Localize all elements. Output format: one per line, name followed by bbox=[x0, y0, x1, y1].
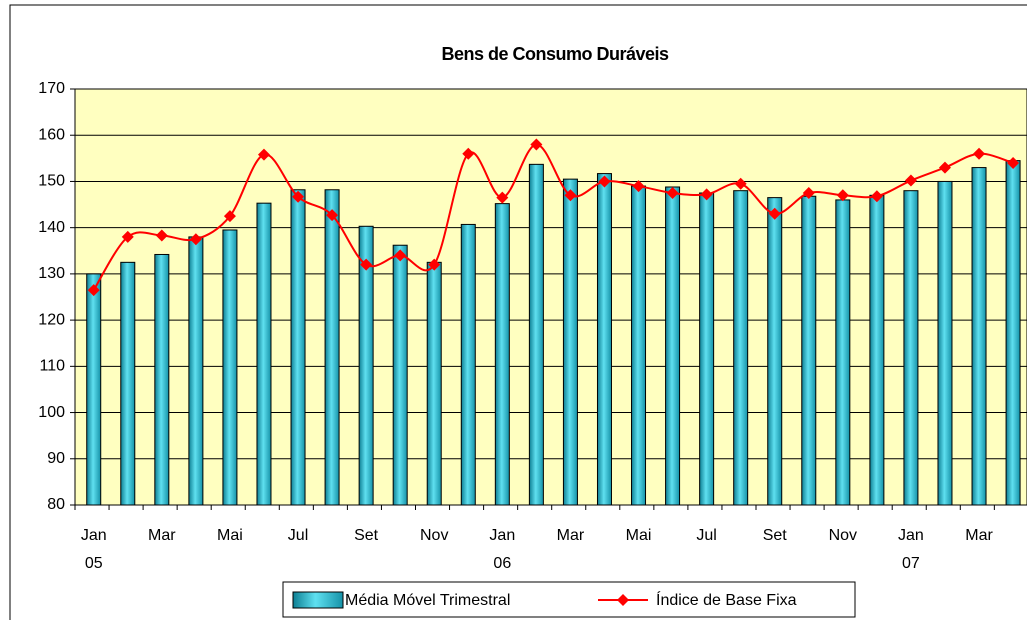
line-marker bbox=[768, 207, 781, 220]
y-tick-label: 140 bbox=[38, 219, 65, 236]
line-marker bbox=[870, 190, 883, 203]
bar bbox=[528, 163, 544, 506]
x-tick-label: Mar bbox=[557, 527, 585, 544]
x-tick-label: Mar bbox=[148, 527, 176, 544]
bar bbox=[835, 199, 851, 506]
x-year-label: 05 bbox=[85, 555, 103, 572]
line-marker bbox=[360, 258, 373, 271]
x-tick-label: Jul bbox=[696, 527, 716, 544]
line-marker bbox=[394, 249, 407, 262]
bar bbox=[869, 194, 885, 506]
legend-label: Índice de Base Fixa bbox=[656, 590, 797, 609]
line-marker bbox=[938, 161, 951, 174]
line-marker bbox=[189, 233, 202, 246]
line-marker bbox=[700, 188, 713, 201]
x-tick-label: Jan bbox=[81, 527, 107, 544]
y-tick-label: 100 bbox=[38, 404, 65, 421]
line-marker bbox=[802, 187, 815, 199]
bar bbox=[937, 180, 953, 506]
line-marker bbox=[632, 180, 645, 193]
line-marker bbox=[598, 175, 611, 188]
line-marker bbox=[496, 191, 509, 204]
line-marker bbox=[530, 138, 543, 151]
bar bbox=[460, 223, 476, 506]
y-tick-label: 80 bbox=[47, 496, 65, 513]
line-marker bbox=[257, 148, 270, 161]
line-marker bbox=[428, 258, 441, 271]
line-marker bbox=[326, 209, 339, 222]
chart-title: Bens de Consumo Duráveis bbox=[441, 44, 669, 64]
line-marker bbox=[155, 229, 168, 242]
line-marker bbox=[973, 147, 986, 160]
legend-marker bbox=[617, 594, 629, 606]
bar bbox=[1005, 160, 1021, 506]
line-marker bbox=[734, 177, 747, 190]
x-tick-label: Set bbox=[763, 527, 788, 544]
bar bbox=[699, 192, 715, 506]
line-marker bbox=[223, 210, 236, 223]
bar bbox=[971, 167, 987, 506]
bar bbox=[665, 186, 681, 506]
line-marker bbox=[836, 189, 849, 202]
bar bbox=[494, 203, 510, 506]
y-tick-label: 150 bbox=[38, 173, 65, 190]
y-tick-label: 110 bbox=[39, 358, 65, 375]
bar bbox=[188, 236, 204, 506]
bar bbox=[392, 244, 408, 506]
y-tick-label: 130 bbox=[38, 265, 65, 282]
bar bbox=[324, 189, 340, 506]
x-tick-label: Mai bbox=[217, 527, 243, 544]
legend-swatch bbox=[292, 591, 344, 609]
x-tick-label: Mai bbox=[626, 527, 652, 544]
line-marker bbox=[292, 190, 305, 203]
bar bbox=[801, 195, 817, 506]
legend-label: Média Móvel Trimestral bbox=[345, 592, 510, 609]
bar bbox=[631, 185, 647, 506]
y-tick-label: 160 bbox=[38, 126, 65, 143]
bar bbox=[120, 261, 136, 506]
bar bbox=[290, 189, 306, 506]
line-marker bbox=[462, 147, 475, 160]
bar bbox=[596, 173, 612, 506]
line-marker bbox=[564, 189, 577, 202]
bar bbox=[562, 178, 578, 506]
x-tick-label: Jan bbox=[898, 527, 924, 544]
x-tick-label: Jul bbox=[288, 527, 308, 544]
x-tick-label: Nov bbox=[420, 527, 448, 544]
x-year-label: 07 bbox=[902, 555, 920, 572]
y-tick-label: 120 bbox=[38, 311, 65, 328]
bar bbox=[222, 229, 238, 506]
legend-frame bbox=[282, 581, 856, 618]
bar bbox=[426, 261, 442, 506]
bar bbox=[86, 273, 102, 506]
y-tick-label: 90 bbox=[47, 450, 65, 467]
line-marker bbox=[666, 187, 679, 199]
bar bbox=[903, 190, 919, 506]
x-year-label: 06 bbox=[493, 555, 511, 572]
line-marker bbox=[87, 284, 100, 297]
x-tick-label: Mar bbox=[965, 527, 993, 544]
bar bbox=[256, 202, 272, 506]
x-tick-label: Nov bbox=[829, 527, 857, 544]
bar bbox=[154, 253, 170, 506]
bar bbox=[733, 190, 749, 506]
x-tick-label: Jan bbox=[489, 527, 515, 544]
legend: Média Móvel Trimestral Índice de Base Fix… bbox=[282, 581, 856, 618]
y-tick-label: 170 bbox=[38, 80, 65, 97]
line-marker bbox=[904, 174, 917, 187]
x-tick-label: Set bbox=[354, 527, 379, 544]
line-marker bbox=[121, 230, 134, 243]
line-marker bbox=[1007, 156, 1020, 169]
bar bbox=[767, 197, 783, 506]
